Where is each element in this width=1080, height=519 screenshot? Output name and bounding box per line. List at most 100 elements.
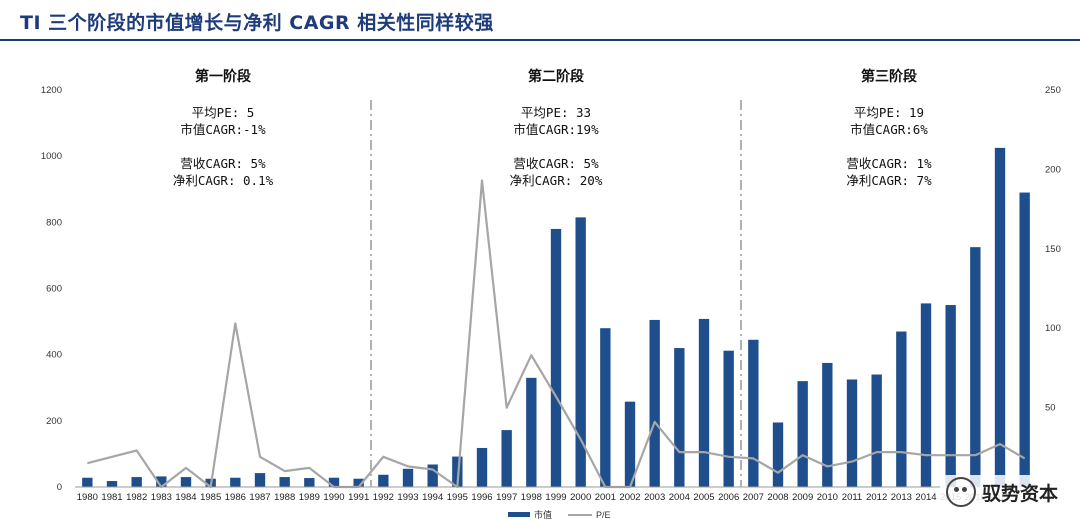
x-tick-label: 2003: [644, 492, 665, 503]
x-tick-label: 2000: [570, 492, 591, 503]
legend-label: P/E: [596, 510, 611, 519]
y-left-tick-label: 1000: [41, 151, 62, 162]
bar-1990: [328, 477, 340, 487]
bar-2009: [797, 381, 808, 487]
legend-label: 市值: [534, 509, 552, 519]
y-right-tick-label: 50: [1045, 403, 1056, 414]
phase-mcap-cagr: 市值CAGR:19%: [513, 122, 599, 137]
phase-title: 第三阶段: [861, 68, 917, 85]
phase-avg-pe: 平均PE: 5: [192, 105, 255, 120]
x-tick-label: 1997: [496, 492, 517, 503]
bar-2005: [698, 318, 710, 487]
bar-1982: [131, 477, 142, 487]
x-tick-label: 2009: [792, 492, 813, 503]
phase-profit-cagr: 净利CAGR: 7%: [846, 173, 932, 188]
x-tick-label: 2005: [693, 492, 714, 503]
bar-2010: [822, 362, 833, 487]
phase-avg-pe: 平均PE: 19: [854, 105, 924, 120]
x-tick-label: 1987: [249, 492, 270, 503]
bar-2006: [723, 350, 734, 487]
bar-2004: [674, 348, 685, 487]
phase-title: 第二阶段: [528, 68, 584, 85]
x-tick-label: 1985: [200, 492, 221, 503]
bar-1994: [427, 464, 438, 487]
x-tick-label: 1996: [471, 492, 492, 503]
x-tick-label: 1984: [175, 492, 196, 503]
y-left-tick-label: 200: [46, 416, 62, 427]
bar-2014: [920, 303, 932, 487]
bar-1996: [476, 447, 488, 487]
bar-2008: [772, 422, 784, 487]
pe-line: [87, 179, 1026, 489]
bar-2015: [945, 305, 956, 487]
bar-2011: [846, 379, 858, 487]
title-underline: [0, 39, 1080, 41]
bar-2003: [649, 319, 660, 487]
x-tick-label: 1983: [151, 492, 172, 503]
y-left-tick-label: 600: [46, 284, 62, 295]
bar-2002: [624, 401, 636, 487]
bar-2017: [994, 147, 1006, 488]
x-tick-label: 1994: [422, 492, 443, 503]
phase-mcap-cagr: 市值CAGR:6%: [850, 122, 928, 137]
x-tick-label: 1990: [323, 492, 344, 503]
x-tick-label: 1993: [397, 492, 418, 503]
y-right-tick-label: 200: [1045, 164, 1061, 175]
bar-1992: [378, 474, 389, 487]
phase-profit-cagr: 净利CAGR: 20%: [510, 173, 603, 188]
bar-2013: [896, 331, 907, 487]
phase-revenue-cagr: 营收CAGR: 5%: [513, 156, 599, 171]
x-tick-label: 2014: [915, 492, 936, 503]
x-tick-label: 2013: [891, 492, 912, 503]
bar-1995: [452, 456, 463, 487]
bar-1980: [82, 477, 93, 487]
y-left-tick-label: 1200: [41, 85, 62, 96]
x-tick-label: 1998: [521, 492, 542, 503]
y-right-tick-label: 250: [1045, 85, 1061, 96]
bar-2000: [575, 217, 586, 487]
phase-title: 第一阶段: [195, 68, 251, 85]
x-tick-label: 2006: [718, 492, 739, 503]
phase-revenue-cagr: 营收CAGR: 1%: [846, 156, 932, 171]
bar-38: [1019, 192, 1030, 487]
phase-avg-pe: 平均PE: 33: [521, 105, 591, 120]
x-tick-label: 2002: [619, 492, 640, 503]
x-tick-label: 1980: [77, 492, 98, 503]
phase-profit-cagr: 净利CAGR: 0.1%: [173, 173, 274, 188]
bar-2016: [970, 247, 981, 487]
bar-2012: [871, 374, 882, 487]
bar-1988: [279, 477, 290, 487]
x-tick-label: 1992: [373, 492, 394, 503]
x-tick-label: 1981: [101, 492, 122, 503]
x-tick-label: 1982: [126, 492, 147, 503]
y-left-tick-label: 800: [46, 217, 62, 228]
y-right-tick-label: 100: [1045, 323, 1061, 334]
watermark-text: 驭势资本: [981, 482, 1058, 505]
phase-mcap-cagr: 市值CAGR:-1%: [180, 122, 266, 137]
bar-1981: [106, 481, 118, 487]
x-tick-label: 2004: [669, 492, 690, 503]
bar-1999: [550, 228, 562, 487]
wechat-icon: [945, 477, 976, 507]
legend-bar-swatch: [508, 512, 530, 517]
y-left-tick-label: 0: [57, 482, 62, 493]
x-tick-label: 2008: [767, 492, 788, 503]
bar-1983: [156, 476, 167, 487]
x-tick-label: 1995: [447, 492, 468, 503]
x-tick-label: 1999: [545, 492, 566, 503]
bar-1993: [402, 468, 414, 487]
x-tick-label: 2001: [595, 492, 616, 503]
watermark: 驭势资本: [939, 475, 1064, 509]
x-tick-label: 1991: [348, 492, 369, 503]
bar-1989: [304, 478, 315, 487]
y-right-tick-label: 150: [1045, 244, 1061, 255]
y-left-tick-label: 400: [46, 350, 62, 361]
x-tick-label: 2007: [743, 492, 764, 503]
bar-1984: [180, 477, 192, 487]
bar-1986: [230, 477, 241, 487]
bar-1997: [501, 430, 512, 487]
x-tick-label: 1988: [274, 492, 295, 503]
bar-2007: [748, 339, 759, 487]
bar-1998: [526, 377, 537, 487]
